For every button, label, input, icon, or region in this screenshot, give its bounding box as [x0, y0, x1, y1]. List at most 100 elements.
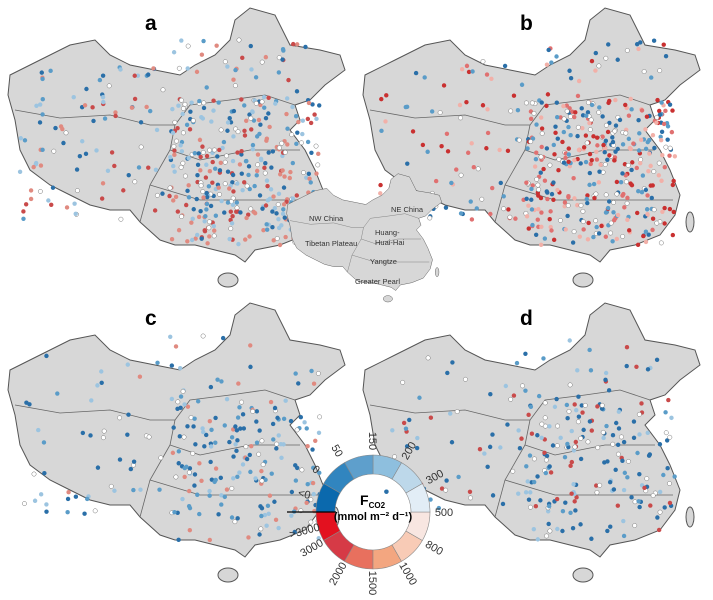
site-dot: [449, 180, 454, 186]
site-dot: [535, 182, 541, 188]
site-dot: [625, 162, 631, 168]
site-dot: [212, 479, 217, 485]
site-dot: [248, 364, 253, 370]
site-dot: [178, 143, 183, 148]
site-dot: [265, 198, 271, 203]
site-dot: [621, 518, 626, 524]
site-dot: [543, 457, 549, 463]
site-dot: [651, 169, 657, 175]
site-dot: [565, 416, 570, 421]
site-dot: [106, 83, 112, 89]
site-dot: [117, 457, 123, 462]
site-dot: [378, 191, 383, 196]
site-dot: [201, 105, 207, 111]
site-dot: [278, 172, 283, 177]
site-dot: [44, 353, 49, 359]
site-dot: [172, 119, 178, 125]
site-dot: [277, 242, 283, 248]
site-dot: [585, 200, 590, 206]
site-dot: [589, 58, 595, 64]
site-dot: [95, 465, 101, 470]
site-dot: [524, 464, 529, 469]
site-dot: [444, 131, 450, 136]
site-dot: [197, 98, 202, 104]
site-dot: [40, 96, 45, 102]
site-dot: [649, 75, 654, 80]
site-dot: [218, 160, 224, 165]
site-dot: [532, 164, 538, 169]
site-dot: [648, 163, 653, 169]
site-dot: [556, 156, 562, 162]
site-dot: [212, 228, 217, 233]
site-dot: [454, 409, 460, 415]
site-dot: [191, 207, 196, 212]
site-dot: [658, 240, 664, 246]
site-dot: [556, 167, 561, 173]
site-dot: [596, 109, 602, 115]
site-dot: [280, 57, 285, 62]
site-dot: [433, 178, 439, 184]
site-dot: [571, 229, 577, 235]
site-dot: [138, 487, 143, 492]
site-dot: [610, 135, 615, 140]
site-dot: [73, 211, 78, 216]
site-dot: [454, 167, 459, 172]
site-dot: [488, 391, 493, 397]
site-dot: [177, 366, 183, 371]
site-dot: [313, 438, 318, 444]
site-dot: [657, 509, 663, 515]
site-dot: [638, 160, 643, 166]
map-panel-a: a: [7, 7, 346, 288]
site-dot: [594, 483, 599, 488]
site-dot: [523, 351, 528, 356]
site-dot: [576, 394, 581, 399]
site-dot: [384, 93, 389, 98]
site-dot: [263, 160, 268, 166]
site-dot: [222, 423, 227, 428]
site-dot: [138, 144, 144, 150]
site-dot: [46, 198, 51, 203]
site-dot: [118, 67, 123, 72]
site-dot: [243, 237, 248, 242]
site-dot: [601, 142, 606, 148]
site-dot: [600, 429, 606, 435]
site-dot: [37, 102, 43, 107]
site-dot: [665, 466, 670, 471]
site-dot: [266, 111, 271, 116]
site-dot: [204, 201, 210, 207]
site-dot: [31, 471, 37, 477]
site-dot: [171, 50, 177, 55]
site-dot: [53, 125, 58, 131]
site-dot: [629, 167, 634, 173]
site-dot: [247, 112, 252, 117]
site-dot: [244, 183, 250, 189]
site-dot: [640, 173, 646, 178]
site-dot: [41, 440, 47, 445]
site-dot: [378, 182, 383, 188]
site-dot: [157, 487, 162, 492]
site-dot: [262, 105, 267, 110]
site-dot: [467, 489, 473, 494]
site-dot: [182, 402, 187, 407]
site-dot: [520, 383, 525, 389]
site-dot: [555, 423, 560, 429]
site-dot: [650, 227, 655, 233]
site-dot: [505, 148, 511, 153]
site-dot: [598, 162, 603, 167]
site-dot: [651, 207, 657, 213]
site-dot: [626, 458, 631, 464]
site-dot: [207, 488, 212, 494]
site-dot: [554, 100, 560, 105]
site-dot: [311, 381, 317, 386]
site-dot: [543, 470, 549, 476]
site-dot: [667, 434, 673, 440]
site-dot: [662, 505, 667, 510]
site-dot: [236, 37, 242, 43]
site-dot: [631, 141, 636, 146]
site-dot: [178, 405, 183, 411]
site-dot: [566, 124, 571, 130]
site-dot: [605, 129, 611, 135]
legend-tick: 2000: [327, 560, 350, 587]
site-dot: [192, 150, 198, 156]
site-dot: [201, 195, 206, 200]
